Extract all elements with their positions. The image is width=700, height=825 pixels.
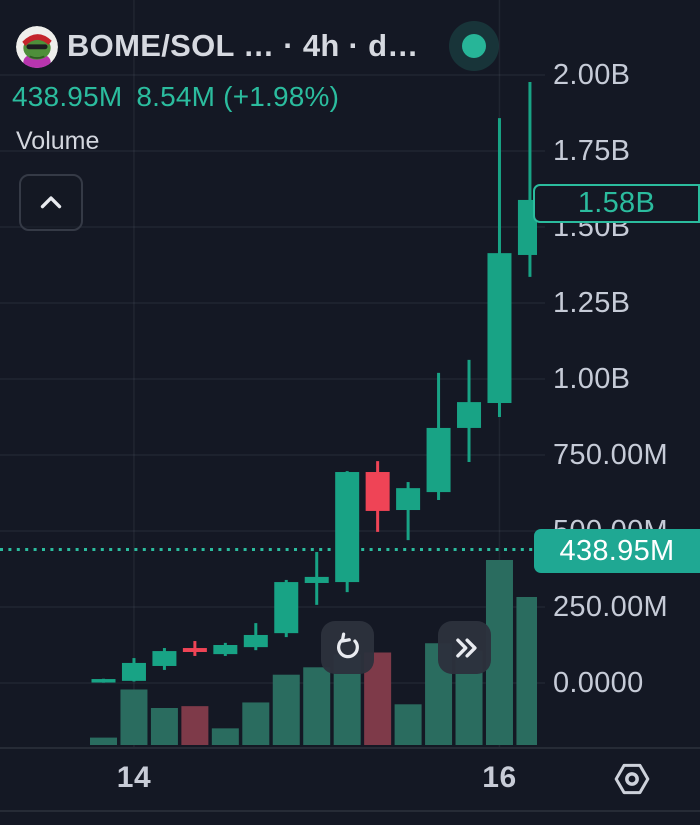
candle-body (517, 199, 537, 255)
symbol-title[interactable]: BOME/SOL … · 4h · d… (67, 28, 419, 63)
time-tick-label: 14 (116, 761, 152, 794)
volume-bar (242, 702, 270, 745)
candle-body (182, 648, 207, 652)
candle-body (121, 662, 146, 681)
jump-to-latest-button[interactable] (438, 621, 491, 674)
candle-body (335, 472, 360, 583)
candle-body (152, 651, 177, 666)
candle-body (304, 576, 329, 583)
bottom-divider (0, 810, 700, 812)
rotate-counterclockwise-icon (336, 631, 359, 658)
volume-bar (90, 737, 117, 745)
volume-bar (516, 597, 537, 745)
candle-body (457, 402, 482, 428)
price-tick-label: 2.00B (553, 59, 631, 91)
candle-body (243, 634, 268, 648)
volume-bar (150, 708, 178, 745)
candle-body (487, 253, 512, 404)
time-tick-label: 16 (482, 761, 517, 794)
candle-body (365, 472, 390, 511)
refresh-button[interactable] (321, 621, 374, 674)
price-tick-label: 1.25B (553, 287, 631, 319)
price-tick-label: 1.75B (553, 135, 631, 167)
price-tick-label: 750.00M (553, 439, 668, 471)
time-axis-divider (0, 747, 700, 749)
volume-bar (303, 667, 331, 745)
current-price-badge: 1.58B (533, 184, 700, 223)
price-values-row: 438.95M 8.54M (+1.98%) (12, 81, 339, 113)
coin-avatar (16, 26, 58, 68)
chart-settings-button[interactable] (606, 753, 658, 805)
price-tick-label: 1.00B (553, 363, 631, 395)
collapse-pane-button[interactable] (19, 174, 83, 231)
change-value: 8.54M (+1.98%) (136, 81, 340, 112)
candle-body (396, 488, 421, 511)
candle-body (274, 582, 299, 634)
volume-bar (120, 689, 148, 745)
double-chevron-right-icon (455, 638, 477, 657)
candle-body (213, 645, 238, 655)
volume-bar (272, 674, 300, 745)
volume-bar (394, 704, 422, 745)
gear-icon (614, 763, 650, 795)
candle-body (91, 679, 116, 683)
price-tick-label: 250.00M (553, 591, 668, 623)
chevron-up-icon (40, 195, 62, 208)
volume-pane-label: Volume (16, 127, 100, 155)
market-status-dot (462, 34, 486, 58)
price-tick-label: 0.0000 (553, 667, 644, 699)
tracked-price-badge: 438.95M (534, 529, 700, 573)
volume-bar (211, 728, 239, 745)
volume-bar (181, 706, 209, 745)
candle-body (426, 427, 451, 493)
last-value: 438.95M (12, 81, 123, 112)
